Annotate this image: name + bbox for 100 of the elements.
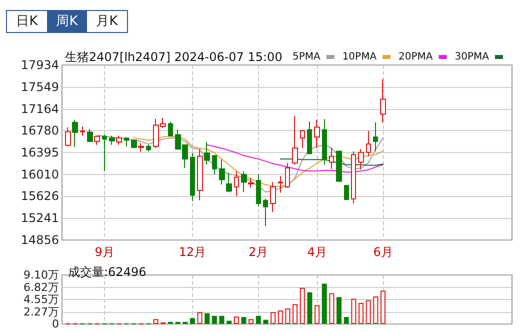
y-tick-label: 9.10万 (24, 268, 59, 282)
bar (344, 317, 349, 324)
candlestick (278, 176, 283, 194)
candlestick (131, 139, 137, 149)
y-tick-label: 16780 (20, 124, 59, 138)
line-series (133, 136, 384, 187)
y-tick-label: 17549 (20, 80, 59, 94)
candlestick (138, 142, 144, 152)
candlestick (270, 182, 276, 213)
candlestick (322, 118, 327, 166)
y-tick-label: 15241 (20, 211, 59, 226)
candlestick (87, 128, 93, 142)
candlestick (373, 122, 378, 152)
candlestick (204, 141, 210, 166)
bar (351, 298, 356, 324)
candlestick (336, 150, 342, 182)
candlestick (212, 155, 217, 176)
candlestick (226, 172, 232, 193)
bar (314, 305, 320, 324)
candlestick (285, 162, 290, 188)
y-tick-label: 6.82万 (24, 280, 59, 294)
candlestick (307, 120, 312, 154)
bar (380, 290, 386, 324)
bar (278, 310, 283, 324)
candlestick (234, 170, 239, 197)
bar (212, 316, 217, 324)
bar (329, 293, 334, 324)
legend-label: 10PMA (342, 52, 377, 62)
x-tick-label: 6月 (373, 245, 393, 259)
candlestick (124, 138, 129, 148)
candlestick (292, 115, 298, 166)
candlestick (109, 135, 115, 146)
candlestick (344, 185, 349, 201)
candlestick (190, 152, 195, 202)
bar (219, 316, 224, 324)
bar (204, 313, 210, 324)
line-series (96, 134, 384, 193)
text: 月K (87, 11, 127, 32)
bar (263, 320, 268, 324)
candlestick (72, 119, 78, 148)
bar (336, 297, 342, 324)
candlestick (168, 121, 173, 136)
candlestick (263, 198, 268, 227)
legend-label: 30PMA (454, 52, 490, 62)
bar (234, 316, 239, 324)
y-tick-label: 2.27万 (24, 305, 59, 318)
candlestick (329, 148, 334, 170)
line-series (280, 158, 384, 166)
candlestick (94, 135, 100, 146)
candlestick (366, 130, 371, 157)
candlestick (146, 144, 151, 152)
bar (373, 296, 378, 324)
candlestick (380, 78, 386, 123)
bar (307, 292, 312, 324)
y-tick-label: 4.55万 (24, 293, 59, 306)
y-tick-label: 17934 (20, 58, 59, 72)
bar (248, 319, 254, 324)
y-tick-label: 15626 (20, 189, 59, 204)
bar (190, 318, 195, 324)
candlestick (65, 126, 71, 148)
chart-title: 成交量:62496 (68, 265, 146, 279)
candlestick (351, 150, 356, 204)
candlestick (241, 170, 247, 193)
legend-label: 5PMA (292, 52, 320, 62)
candlestick (102, 134, 107, 172)
candlestick (358, 148, 364, 170)
x-tick-label: 12月 (178, 245, 206, 259)
bar (153, 319, 158, 324)
candlestick (300, 129, 305, 149)
candlestick (256, 174, 261, 207)
x-tick-label: 4月 (307, 245, 327, 259)
bar (226, 320, 232, 324)
candlestick (197, 149, 203, 201)
bar (256, 316, 261, 324)
text: 周K (47, 11, 87, 32)
bar (197, 312, 202, 324)
bar (358, 303, 364, 324)
bar (366, 300, 371, 324)
candlestick (314, 119, 320, 149)
text: 日K (7, 11, 47, 32)
candlestick (219, 159, 225, 186)
bar (270, 312, 276, 324)
bar (300, 288, 305, 324)
chart-title: 生猪2407[lh2407] 2024-06-07 15:00 (65, 50, 282, 64)
y-tick-label: 0 (52, 318, 59, 330)
x-tick-label: 9月 (94, 245, 114, 259)
bar (285, 308, 290, 324)
x-tick-label: 2月 (248, 245, 268, 259)
candlestick (80, 126, 85, 136)
line-series (206, 144, 384, 173)
y-tick-label: 14856 (20, 233, 59, 247)
y-tick-label: 16395 (20, 146, 59, 160)
y-tick-label: 17164 (20, 102, 59, 116)
bar (241, 317, 246, 324)
y-tick-label: 16010 (20, 167, 59, 182)
bar (322, 284, 327, 324)
candlestick (248, 177, 254, 188)
bar (292, 304, 298, 324)
legend-label: 20PMA (398, 52, 433, 62)
candlestick (116, 135, 122, 146)
